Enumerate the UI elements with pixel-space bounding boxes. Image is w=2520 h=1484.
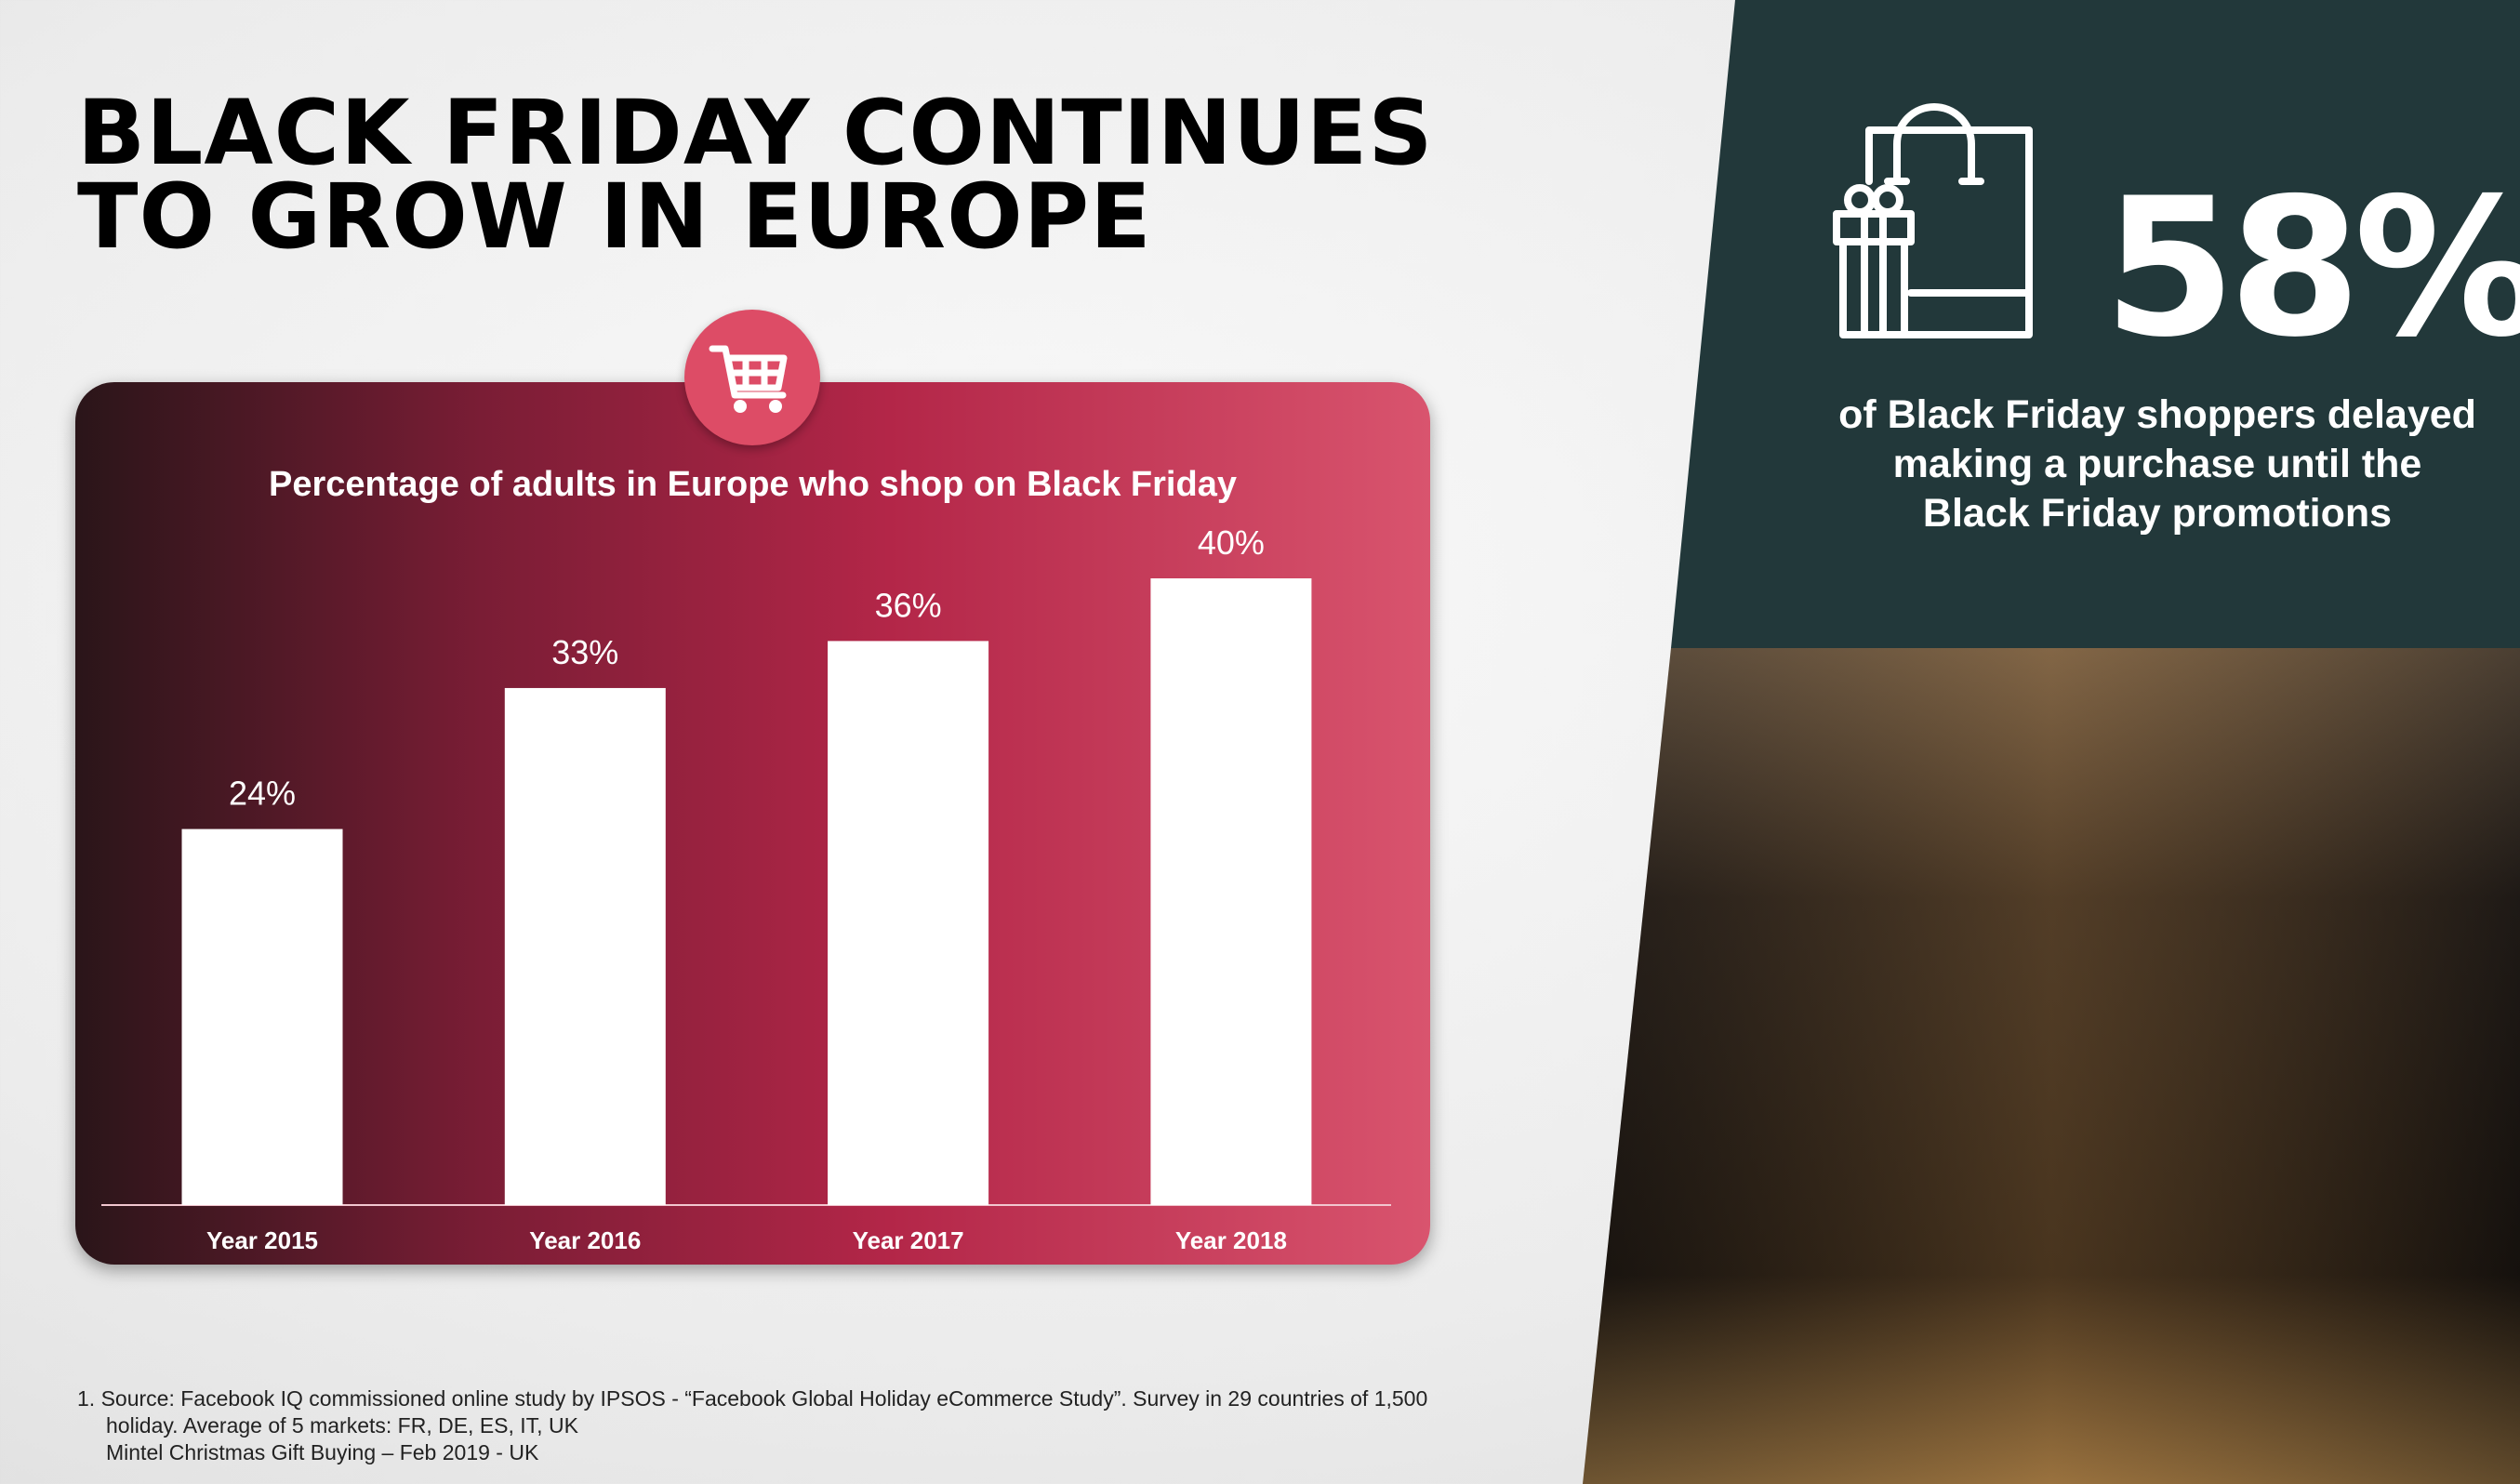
- data-label: 33%: [551, 633, 618, 671]
- stat-line: making a purchase until the: [1892, 442, 2422, 486]
- stat-description: of Black Friday shoppers delayed making …: [1804, 391, 2511, 538]
- bar: [828, 641, 989, 1205]
- title-line-1: BLACK FRIDAY CONTINUES: [77, 81, 1434, 185]
- page-title: BLACK FRIDAY CONTINUES TO GROW IN EUROPE: [77, 81, 1434, 269]
- cart-badge: [684, 310, 820, 445]
- bar: [504, 687, 666, 1205]
- data-label: 40%: [1198, 523, 1265, 562]
- x-tick-label: Year 2018: [1175, 1226, 1287, 1254]
- footnote: 1. Source: Facebook IQ commissioned onli…: [77, 1385, 1427, 1466]
- stat-panel-background: [1671, 0, 2520, 648]
- stat-value: 58%: [2103, 158, 2520, 379]
- footnote-line: 1. Source: Facebook IQ commissioned onli…: [77, 1386, 1428, 1411]
- shopping-bag-gift-icon: [1833, 103, 2033, 338]
- footnote-line: Mintel Christmas Gift Buying – Feb 2019 …: [106, 1440, 539, 1464]
- footnote-line: holiday. Average of 5 markets: FR, DE, E…: [106, 1413, 578, 1438]
- x-tick-label: Year 2016: [529, 1226, 641, 1254]
- data-label: 36%: [875, 586, 942, 624]
- x-tick-label: Year 2015: [206, 1226, 318, 1254]
- stat-line: Black Friday promotions: [1922, 491, 2393, 536]
- bar: [181, 828, 343, 1205]
- shopping-cart-icon: [709, 345, 788, 413]
- title-line-2: TO GROW IN EUROPE: [77, 165, 1152, 269]
- data-label: 24%: [229, 775, 296, 813]
- x-tick-label: Year 2017: [853, 1226, 964, 1254]
- chart-title: Percentage of adults in Europe who shop …: [269, 465, 1237, 504]
- bar: [1150, 578, 1312, 1205]
- stat-line: of Black Friday shoppers delayed: [1838, 392, 2476, 437]
